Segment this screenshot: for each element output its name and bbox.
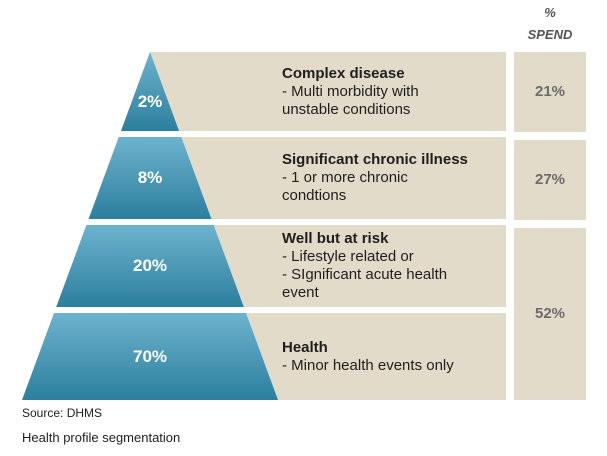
tier-detail-line: unstable conditions [282,100,411,118]
pyramid-tier-2 [88,137,212,219]
tier-band-2 [150,137,506,219]
tier-title: Significant chronic illness [282,151,468,168]
tier-percent: 8% [137,168,163,187]
tier-percent: 20% [132,256,168,275]
tier-band-1 [150,52,506,131]
pyramid-tier-1 [120,52,180,131]
tier-title: Health [282,338,328,356]
spend-box-3 [514,228,586,400]
pyramid-tier-4 [22,313,278,400]
tier-detail-line: event [282,284,319,301]
figure-caption: Health profile segmentation [22,430,181,445]
spend-header-symbol: % [544,5,556,20]
tier-detail-line: - 1 or more chronic [282,169,408,186]
tier-detail-line: - SIgnificant acute health [282,266,448,283]
source-note: Source: DHMS [22,406,103,420]
spend-box-1 [514,52,586,132]
tier-description: Health - Minor health events only [282,339,454,375]
tier-detail-line: - Multi morbidity with [282,82,419,100]
spend-header: % SPEND [510,2,590,46]
tier-detail-line: condtions [282,187,347,204]
tier-title: Well but at risk [282,230,389,247]
tier-description: Well but at risk - Lifestyle related or - … [282,230,447,302]
tier-percent: 70% [132,346,168,366]
pyramid-tier-3 [56,225,244,307]
spend-value: 52% [534,305,566,322]
tier-description: Complex disease - Multi morbidity with uns… [282,65,419,119]
spend-box-2 [514,140,586,220]
spend-value: 27% [534,171,566,188]
spend-header-label: SPEND [527,27,573,42]
tier-detail-line: - Minor health events only [282,356,454,374]
spend-value: 21% [534,83,566,100]
tier-detail-line: - Lifestyle related or [282,248,414,265]
tier-percent: 2% [137,91,163,111]
tier-title: Complex disease [282,64,405,82]
tier-description: Significant chronic illness - 1 or more c… [282,151,468,205]
